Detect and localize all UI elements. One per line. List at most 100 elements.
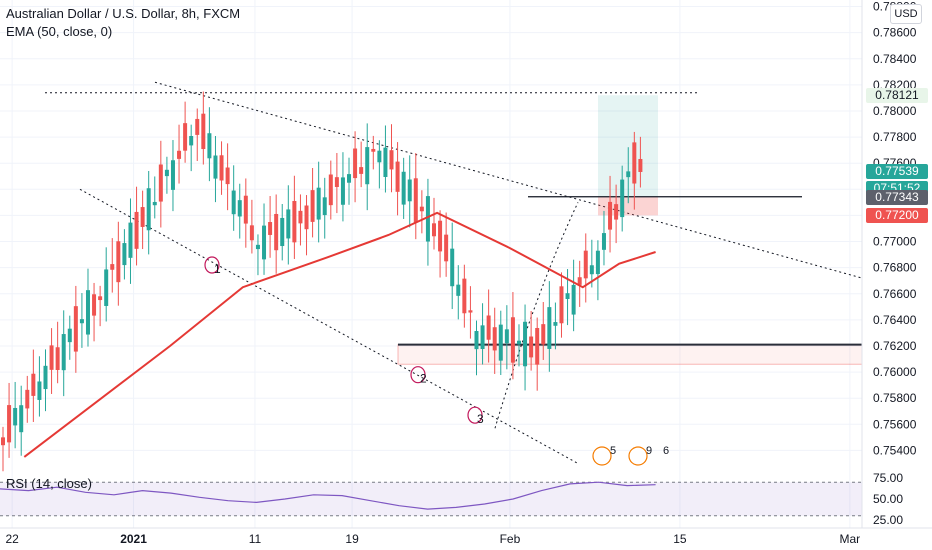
candle-body [25, 389, 30, 409]
candle-body [237, 200, 242, 217]
candle-body [498, 324, 503, 361]
stop-zone [598, 197, 658, 216]
price-tick-label: 0.76200 [873, 339, 917, 353]
candle-body [310, 190, 315, 222]
candle-body [243, 195, 248, 224]
candle-body [92, 294, 97, 316]
candle-body [371, 148, 376, 152]
candle-body [55, 347, 60, 371]
candle-body [413, 178, 418, 223]
price-tick-label: 0.78600 [873, 26, 917, 40]
price-tick-label: 0.75600 [873, 417, 917, 431]
candle-body [438, 220, 443, 252]
candle-body [632, 142, 637, 184]
rsi-line [0, 481, 656, 510]
candle-body [43, 365, 48, 390]
candle-body [589, 265, 594, 275]
time-tick-label: 22 [5, 532, 19, 546]
candle-body [444, 234, 449, 262]
candle-body [510, 317, 515, 363]
candle-body [553, 322, 558, 326]
price-tick-label: 0.78400 [873, 52, 917, 66]
upper-trendline [154, 81, 863, 279]
price-tick-label: 0.75800 [873, 391, 917, 405]
candle-body [419, 206, 424, 212]
candle-body [365, 147, 370, 185]
event-icon [628, 446, 648, 466]
candle-body [110, 264, 115, 270]
candle-body [304, 205, 309, 230]
candle-body [347, 174, 352, 183]
symbol-legend[interactable]: Australian Dollar / U.S. Dollar, 8h, FXC… [6, 6, 241, 21]
candle-body [292, 200, 297, 243]
candle-body [462, 278, 467, 314]
price-tick-label: 0.78000 [873, 104, 917, 118]
candle-body [547, 307, 552, 349]
candle-body [1, 437, 5, 446]
candle-body [7, 405, 12, 443]
candle-body [529, 336, 534, 358]
rsi-tick-label: 75.00 [873, 471, 903, 485]
candle-body [383, 147, 388, 177]
rsi-band [0, 482, 862, 516]
candle-body [395, 161, 400, 192]
candle-body [559, 286, 564, 324]
candle-body [583, 250, 588, 279]
rsi-legend[interactable]: RSI (14, close) [6, 476, 92, 491]
time-tick-label: Mar [840, 532, 861, 546]
candle-body [353, 148, 358, 179]
candle-body [152, 201, 157, 206]
parabolic-curve [494, 202, 579, 429]
currency-button[interactable]: USD [890, 4, 922, 24]
candle-body [298, 210, 303, 224]
candle-body [407, 179, 412, 202]
candle-body [195, 118, 200, 135]
lower-trendline [79, 188, 579, 464]
candle-body [85, 290, 90, 335]
candle-body [486, 315, 491, 340]
candle-body [249, 225, 254, 241]
candle-body [79, 319, 84, 324]
candle-body [340, 177, 345, 205]
candle-body [328, 174, 333, 206]
candle-body [73, 306, 78, 352]
candle-body [104, 269, 109, 306]
candle-body [322, 197, 327, 216]
candle-body [638, 158, 643, 172]
candle-body [359, 167, 364, 174]
candle-body [504, 329, 509, 344]
candle-body [450, 248, 455, 287]
event-icon [592, 446, 612, 466]
wave-point-label: 3 [477, 412, 484, 426]
candle-body [608, 201, 613, 230]
time-tick-label: 11 [249, 532, 262, 546]
candle-body [535, 327, 540, 365]
candle-body [31, 373, 36, 396]
wave-point-circle [467, 406, 483, 424]
time-tick-label: Feb [500, 532, 521, 546]
candle-body [268, 222, 273, 235]
candle-body [595, 250, 600, 275]
price-tick-label: 0.76400 [873, 313, 917, 327]
candle-body [425, 196, 430, 242]
candle-body [316, 187, 321, 220]
ema-legend[interactable]: EMA (50, close, 0) [6, 24, 113, 39]
candle-body [128, 222, 133, 258]
rsi-pane: 75.00 50.00 25.00 [0, 471, 903, 527]
time-tick-label: 15 [673, 532, 687, 546]
candle-body [516, 340, 521, 345]
candle-body [213, 155, 218, 179]
wave-point-label: 2 [420, 372, 427, 386]
candle-body [565, 293, 570, 300]
candle-body [219, 155, 224, 181]
time-tick-label: 19 [345, 532, 359, 546]
candle-body [577, 277, 582, 285]
candle-body [164, 169, 169, 177]
candle-body [468, 310, 473, 313]
event-count: 6 [663, 445, 669, 457]
candle-body [37, 381, 42, 400]
price-tick-label: 0.76600 [873, 287, 917, 301]
ema-line [23, 211, 656, 458]
candle-body [523, 321, 528, 367]
